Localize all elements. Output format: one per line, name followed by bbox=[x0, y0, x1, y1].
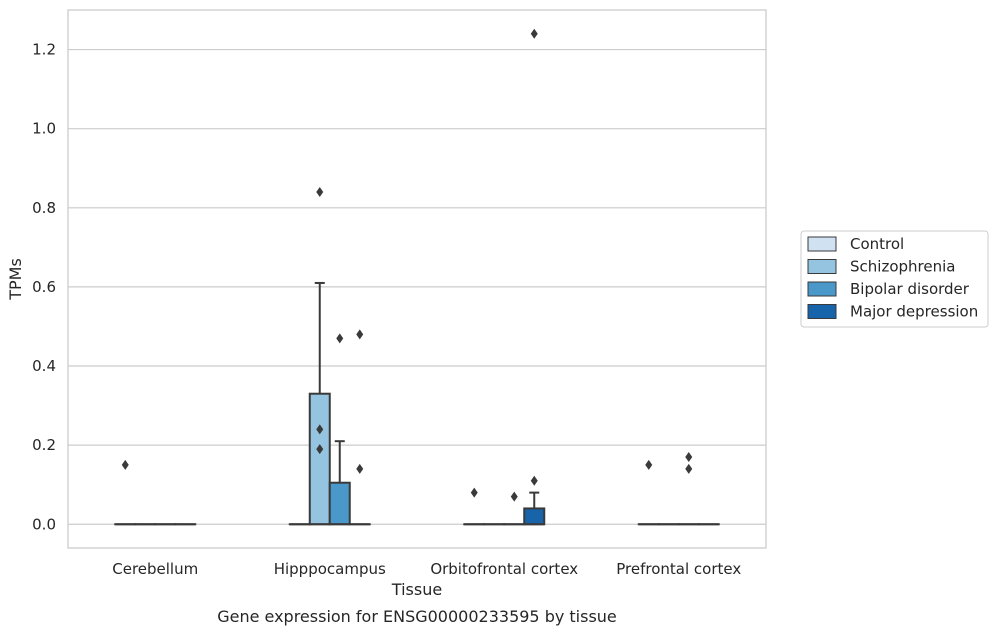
x-tick-label: Prefrontal cortex bbox=[616, 560, 741, 578]
box-group bbox=[308, 186, 331, 526]
legend-frame bbox=[800, 230, 989, 328]
legend-swatch bbox=[807, 281, 837, 297]
outlier-point bbox=[336, 333, 344, 344]
outlier-point bbox=[510, 491, 518, 502]
box-group bbox=[348, 329, 371, 526]
gridlines bbox=[68, 48, 766, 525]
y-tick-label: 0.8 bbox=[32, 199, 56, 217]
box bbox=[308, 392, 331, 526]
box-group bbox=[637, 459, 660, 526]
y-tick-label: 0.0 bbox=[32, 515, 56, 533]
legend: Control Schizophrenia Bipolar disorder Majo… bbox=[800, 230, 989, 328]
outlier-point bbox=[356, 329, 364, 340]
box-group bbox=[523, 28, 546, 526]
y-tick-label: 1.2 bbox=[32, 41, 56, 59]
y-tick-label: 1.0 bbox=[32, 120, 56, 138]
outlier-point bbox=[470, 487, 478, 498]
box bbox=[328, 481, 351, 526]
legend-label: Control bbox=[850, 235, 904, 253]
y-tick-label: 0.4 bbox=[32, 357, 56, 375]
box-group bbox=[677, 452, 700, 526]
outlier-point bbox=[121, 459, 129, 470]
legend-entries: Control Schizophrenia Bipolar disorder Majo… bbox=[807, 235, 978, 321]
outlier-point bbox=[316, 444, 324, 455]
plot-frame bbox=[67, 9, 767, 549]
x-tick-label: Hipppocampus bbox=[274, 560, 386, 578]
plot-area bbox=[68, 10, 766, 548]
legend-label: Major depression bbox=[850, 303, 978, 321]
box bbox=[523, 507, 546, 526]
outlier-point bbox=[530, 28, 538, 39]
legend-swatch bbox=[807, 304, 837, 319]
boxes bbox=[114, 28, 720, 526]
outlier-point bbox=[645, 459, 653, 470]
legend-swatch bbox=[807, 236, 837, 252]
x-tick-label: Orbitofrontal cortex bbox=[430, 560, 578, 578]
x-axis-label: Tissue bbox=[391, 580, 442, 599]
outlier-point bbox=[316, 186, 324, 197]
legend-label: Schizophrenia bbox=[850, 258, 955, 276]
outlier-point bbox=[685, 452, 693, 463]
outlier-point bbox=[530, 475, 538, 486]
y-axis-label: TPMs bbox=[6, 258, 25, 301]
y-tick-labels: 0.0 0.2 0.4 0.6 0.8 1.0 1.2 bbox=[32, 41, 56, 534]
outlier-point bbox=[316, 424, 324, 435]
chart-caption: Gene expression for ENSG00000233595 by t… bbox=[217, 607, 617, 626]
legend-label: Bipolar disorder bbox=[850, 280, 970, 298]
outlier-point bbox=[685, 463, 693, 474]
x-tick-label: Cerebellum bbox=[112, 560, 198, 578]
x-tick-labels: Cerebellum Hipppocampus Orbitofrontal cort… bbox=[112, 560, 741, 578]
y-tick-label: 0.2 bbox=[32, 436, 56, 454]
outlier-point bbox=[356, 463, 364, 474]
y-tick-label: 0.6 bbox=[32, 278, 56, 296]
box-group bbox=[328, 333, 351, 526]
legend-swatch bbox=[807, 259, 837, 274]
